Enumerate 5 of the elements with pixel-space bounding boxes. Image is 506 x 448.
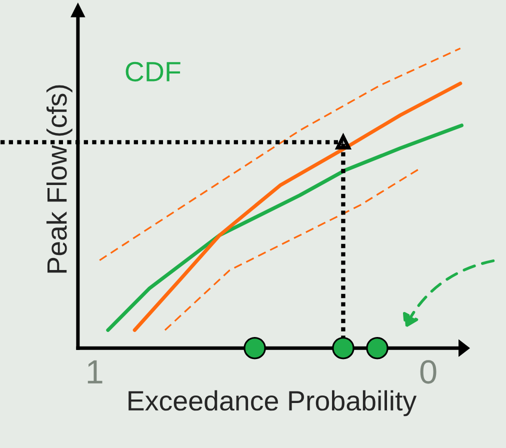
x-tick-label: 0 xyxy=(420,360,436,384)
x-tick-label: 1 xyxy=(88,360,102,384)
text: CDF xyxy=(126,62,180,82)
x-axis-title: Exceedance Probability xyxy=(128,390,417,416)
y-axis-title: Peak Flow (cfs) xyxy=(46,85,72,273)
